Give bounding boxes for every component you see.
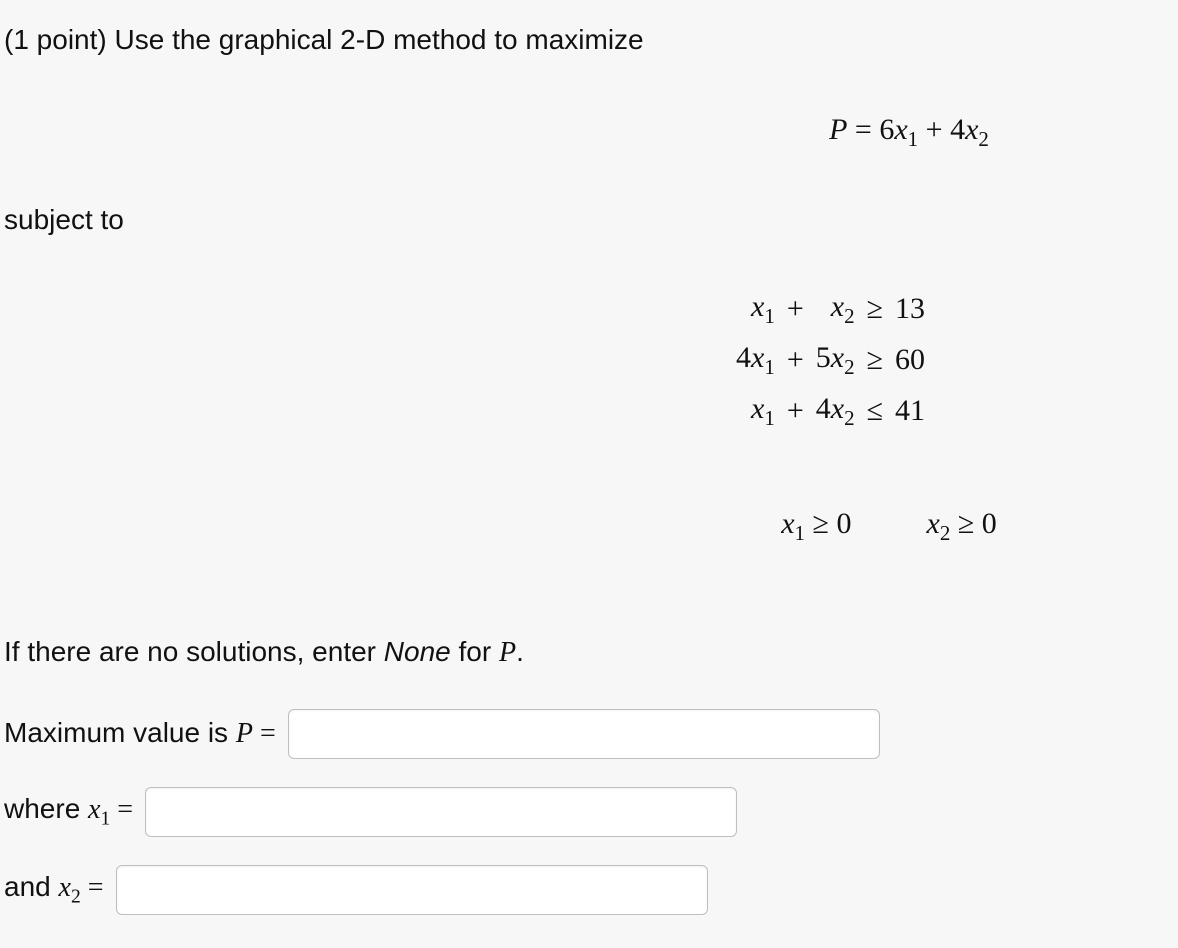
c-var: x bbox=[751, 341, 764, 374]
answer-x2-sub: 2 bbox=[71, 887, 81, 908]
c-rhs: 13 bbox=[895, 292, 925, 325]
hint-var: P bbox=[499, 637, 516, 668]
subject-to-label: subject to bbox=[4, 202, 1178, 238]
c-var: x bbox=[831, 290, 844, 323]
constraints-table: x1 + x2 ≥ 13 4x1 + 5x2 ≥ 60 x1 + 4x2 ≤ 4… bbox=[730, 284, 931, 437]
answer-P-var: P bbox=[236, 718, 253, 749]
c-rhs: 60 bbox=[895, 343, 925, 376]
hint-middle: for bbox=[451, 636, 499, 667]
c-sub: 2 bbox=[844, 406, 855, 430]
obj-t2-sub: 2 bbox=[978, 127, 989, 151]
c-coef: 5 bbox=[816, 341, 831, 374]
hint-prefix: If there are no solutions, enter bbox=[4, 636, 384, 667]
constraint-row: 4x1 + 5x2 ≥ 60 bbox=[730, 335, 931, 386]
c-rhs: 41 bbox=[895, 394, 925, 427]
nn-var: x bbox=[927, 507, 940, 540]
hint-suffix: . bbox=[516, 636, 524, 667]
answer-x2-eq: = bbox=[81, 872, 104, 903]
c-op: + bbox=[787, 394, 804, 427]
objective-function: P = 6x1 + 4x2 bbox=[0, 113, 1178, 152]
answer-x2-input[interactable] bbox=[116, 865, 708, 915]
c-rel: ≥ bbox=[867, 292, 883, 325]
answer-x1-sub: 1 bbox=[100, 809, 110, 830]
answer-P-eq: = bbox=[253, 718, 276, 749]
c-rel: ≥ bbox=[867, 343, 883, 376]
nn-sub: 2 bbox=[940, 521, 951, 545]
obj-t1-var: x bbox=[894, 113, 907, 146]
answer-x1-var: x bbox=[88, 794, 100, 825]
c-sub: 1 bbox=[764, 406, 775, 430]
nn-rhs: 0 bbox=[982, 507, 997, 540]
c-sub: 1 bbox=[764, 304, 775, 328]
answer-P-label: Maximum value is bbox=[4, 717, 236, 748]
c-rel: ≤ bbox=[867, 394, 883, 427]
nn-var: x bbox=[781, 507, 794, 540]
obj-t2-coef: 4 bbox=[950, 113, 965, 146]
c-coef: 4 bbox=[736, 341, 751, 374]
c-var: x bbox=[831, 341, 844, 374]
obj-op: + bbox=[926, 113, 950, 146]
answer-x2-var: x bbox=[59, 872, 71, 903]
constraint-row: x1 + x2 ≥ 13 bbox=[730, 284, 931, 335]
nonnegativity: x1 ≥ 0 x2 ≥ 0 bbox=[0, 507, 1178, 546]
hint-none: None bbox=[384, 636, 451, 667]
obj-t1-sub: 1 bbox=[908, 127, 919, 151]
nn-sub: 1 bbox=[795, 521, 806, 545]
c-sub: 2 bbox=[844, 355, 855, 379]
hint-line: If there are no solutions, enter None fo… bbox=[4, 636, 1178, 669]
answer-P-line: Maximum value is P = bbox=[4, 709, 1178, 759]
obj-lhs: P bbox=[829, 113, 847, 146]
c-op: + bbox=[787, 343, 804, 376]
c-var: x bbox=[751, 392, 764, 425]
c-var: x bbox=[751, 290, 764, 323]
prompt-text: Use the graphical 2-D method to maximize bbox=[115, 24, 644, 55]
c-sub: 2 bbox=[844, 304, 855, 328]
nn-rel: ≥ bbox=[813, 507, 837, 540]
answer-x2-line: and x2 = bbox=[4, 865, 1178, 915]
c-op: + bbox=[787, 292, 804, 325]
nn-rel: ≥ bbox=[958, 507, 982, 540]
c-sub: 1 bbox=[764, 355, 775, 379]
answer-P-input[interactable] bbox=[288, 709, 880, 759]
prompt-line: (1 point) Use the graphical 2-D method t… bbox=[4, 22, 1178, 58]
c-var: x bbox=[831, 392, 844, 425]
obj-t1-coef: 6 bbox=[879, 113, 894, 146]
obj-eq: = bbox=[855, 113, 879, 146]
answer-x1-line: where x1 = bbox=[4, 787, 1178, 837]
points-prefix: (1 point) bbox=[4, 24, 115, 55]
c-coef: 4 bbox=[816, 392, 831, 425]
nn-rhs: 0 bbox=[837, 507, 852, 540]
answer-x2-label: and bbox=[4, 871, 59, 902]
problem-page: (1 point) Use the graphical 2-D method t… bbox=[0, 0, 1178, 948]
constraints-block: x1 + x2 ≥ 13 4x1 + 5x2 ≥ 60 x1 + 4x2 ≤ 4… bbox=[0, 284, 1178, 437]
answer-x1-label: where bbox=[4, 793, 88, 824]
constraint-row: x1 + 4x2 ≤ 41 bbox=[730, 386, 931, 437]
answer-x1-eq: = bbox=[110, 794, 133, 825]
answer-x1-input[interactable] bbox=[145, 787, 737, 837]
obj-t2-var: x bbox=[965, 113, 978, 146]
